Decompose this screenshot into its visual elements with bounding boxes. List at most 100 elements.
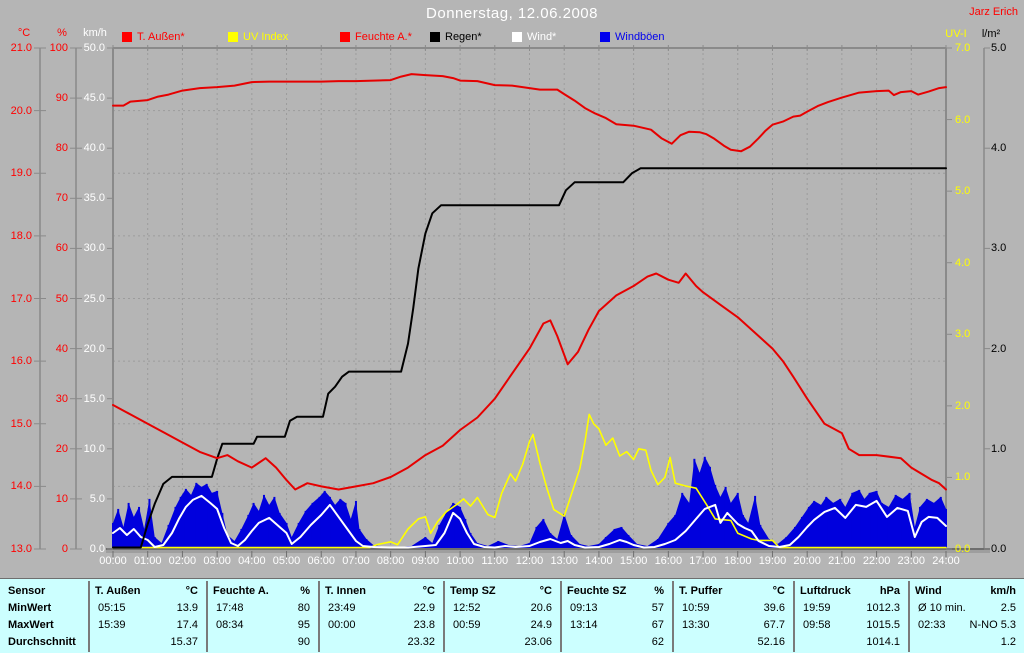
legend-label: Regen* (445, 31, 482, 43)
x-axis-tick: 12:00 (515, 555, 544, 567)
table-text: 17.4 (176, 618, 198, 631)
left-axis-2-tick: 10.0 (83, 442, 105, 455)
x-axis-tick: 15:00 (619, 555, 648, 567)
left-axis-1-tick: 90 (55, 92, 68, 105)
x-axis-tick: 20:00 (793, 555, 821, 567)
table-data-cell: 15.37 (88, 633, 206, 650)
table-header-cell: Feuchte A.% (206, 582, 318, 599)
x-axis-tick: 23:00 (897, 555, 926, 567)
x-axis-tick: 02:00 (168, 555, 197, 567)
left-axis-0-tick: 14.0 (10, 480, 32, 493)
table-text: 09:58 (803, 618, 831, 631)
table-text: 62 (651, 635, 664, 648)
table-column-separator (560, 581, 562, 652)
table-data-cell: 23.06 (443, 633, 560, 650)
table-data-cell: 62 (560, 633, 672, 650)
left-axis-0-tick: 13.0 (10, 543, 32, 555)
series-uv-index (112, 413, 947, 549)
table-column-separator (672, 581, 674, 652)
right-axis-1-tick: 3.0 (991, 242, 1007, 255)
table-text: T. Außen (95, 584, 141, 597)
table-text: 19:59 (803, 601, 831, 614)
table-text: 13:30 (682, 618, 710, 631)
x-axis-tick: 03:00 (203, 555, 231, 567)
x-axis-tick: 04:00 (238, 555, 266, 567)
right-axis-0-tick: 1.0 (955, 471, 971, 484)
stats-grid: Sensor T. Außen °C Feuchte A.% T. Innen °C Tem… (0, 582, 1024, 650)
left-axis-2-tick: 20.0 (83, 342, 105, 355)
legend-item-0: T. Außen* (122, 31, 185, 43)
legend-item-4: Wind* (512, 31, 556, 43)
left-axis-2-tick: 0.0 (89, 543, 105, 555)
x-axis-tick: 21:00 (828, 555, 856, 567)
table-text: Ø 10 min. (918, 601, 966, 614)
left-axis-1-tick: 100 (49, 42, 68, 54)
legend-label: Feuchte A.* (355, 31, 412, 43)
table-text: Wind (915, 584, 942, 597)
table-text: 90 (297, 635, 310, 648)
table-column-separator (318, 581, 320, 652)
right-axis-0-tick: 4.0 (955, 256, 971, 269)
table-text: 67.7 (763, 618, 785, 631)
table-text: 1.2 (1000, 635, 1016, 648)
left-axis-1-tick: 60 (55, 242, 68, 255)
right-axis-1-tick: 2.0 (991, 342, 1007, 355)
legend-label: T. Außen* (137, 31, 185, 43)
right-axis-1-tick: 4.0 (991, 142, 1007, 155)
table-text: 22.9 (413, 601, 435, 614)
left-axis-1-tick: 0 (61, 543, 68, 555)
table-text: 95 (297, 618, 310, 631)
table-text: 57 (651, 601, 664, 614)
axis-unit-uvi: UV-I (945, 28, 967, 40)
x-axis-tick: 22:00 (862, 555, 891, 567)
table-text: % (654, 584, 664, 597)
series-wind (112, 494, 947, 549)
x-axis-tick: 08:00 (376, 555, 405, 567)
left-axis-2-tick: 30.0 (83, 242, 105, 255)
table-text: 23.8 (413, 618, 435, 631)
left-axis-2-tick: 15.0 (83, 392, 105, 405)
table-text: % (300, 584, 310, 597)
table-text: 02:33 (918, 618, 946, 631)
x-axis-tick: 13:00 (550, 555, 578, 567)
left-axis-0-tick: 21.0 (10, 42, 32, 54)
x-axis-tick: 19:00 (758, 555, 787, 567)
legend-item-2: Feuchte A.* (340, 31, 412, 43)
left-axis-0-tick: 16.0 (10, 355, 32, 368)
table-text: 00:59 (453, 618, 481, 631)
series-regen (112, 167, 947, 549)
left-axis-0-tick: 15.0 (10, 417, 32, 430)
x-axis-tick: 24:00 (932, 555, 960, 567)
table-text: 2.5 (1000, 601, 1016, 614)
table-row-label: MinWert (0, 599, 88, 616)
left-axis-2-tick: 5.0 (89, 492, 105, 505)
table-text: 24.9 (530, 618, 552, 631)
table-text: 20.6 (530, 601, 552, 614)
table-column-separator (908, 581, 910, 652)
right-axis-0-tick: 6.0 (955, 113, 971, 126)
table-data-cell: 90 (206, 633, 318, 650)
table-data-cell: 1.2 (908, 633, 1024, 650)
left-axis-1-tick: 50 (55, 292, 68, 305)
table-text: 52.16 (757, 635, 785, 648)
legend-item-5: Windböen (600, 31, 665, 43)
table-data-cell: 00:59 24.9 (443, 616, 560, 633)
right-axis-1-tick: 5.0 (991, 42, 1007, 54)
series-feuchte-a- (112, 73, 947, 153)
left-axis-1-tick: 70 (55, 192, 68, 205)
right-axis-0-tick: 7.0 (955, 42, 971, 54)
left-axis-2-tick: 40.0 (83, 142, 105, 155)
table-text: 09:13 (570, 601, 598, 614)
left-axis-1-tick: 80 (55, 142, 68, 155)
table-text: 12:52 (453, 601, 481, 614)
right-axis-1-tick: 0.0 (991, 543, 1007, 555)
x-axis-tick: 00:00 (99, 555, 127, 567)
table-text: °C (772, 584, 785, 597)
table-text: hPa (879, 584, 900, 597)
x-axis-tick: 09:00 (411, 555, 440, 567)
legend-label: Windböen (615, 31, 665, 43)
x-axis-tick: 07:00 (342, 555, 370, 567)
table-data-cell: 12:52 20.6 (443, 599, 560, 616)
table-text: 05:15 (98, 601, 126, 614)
